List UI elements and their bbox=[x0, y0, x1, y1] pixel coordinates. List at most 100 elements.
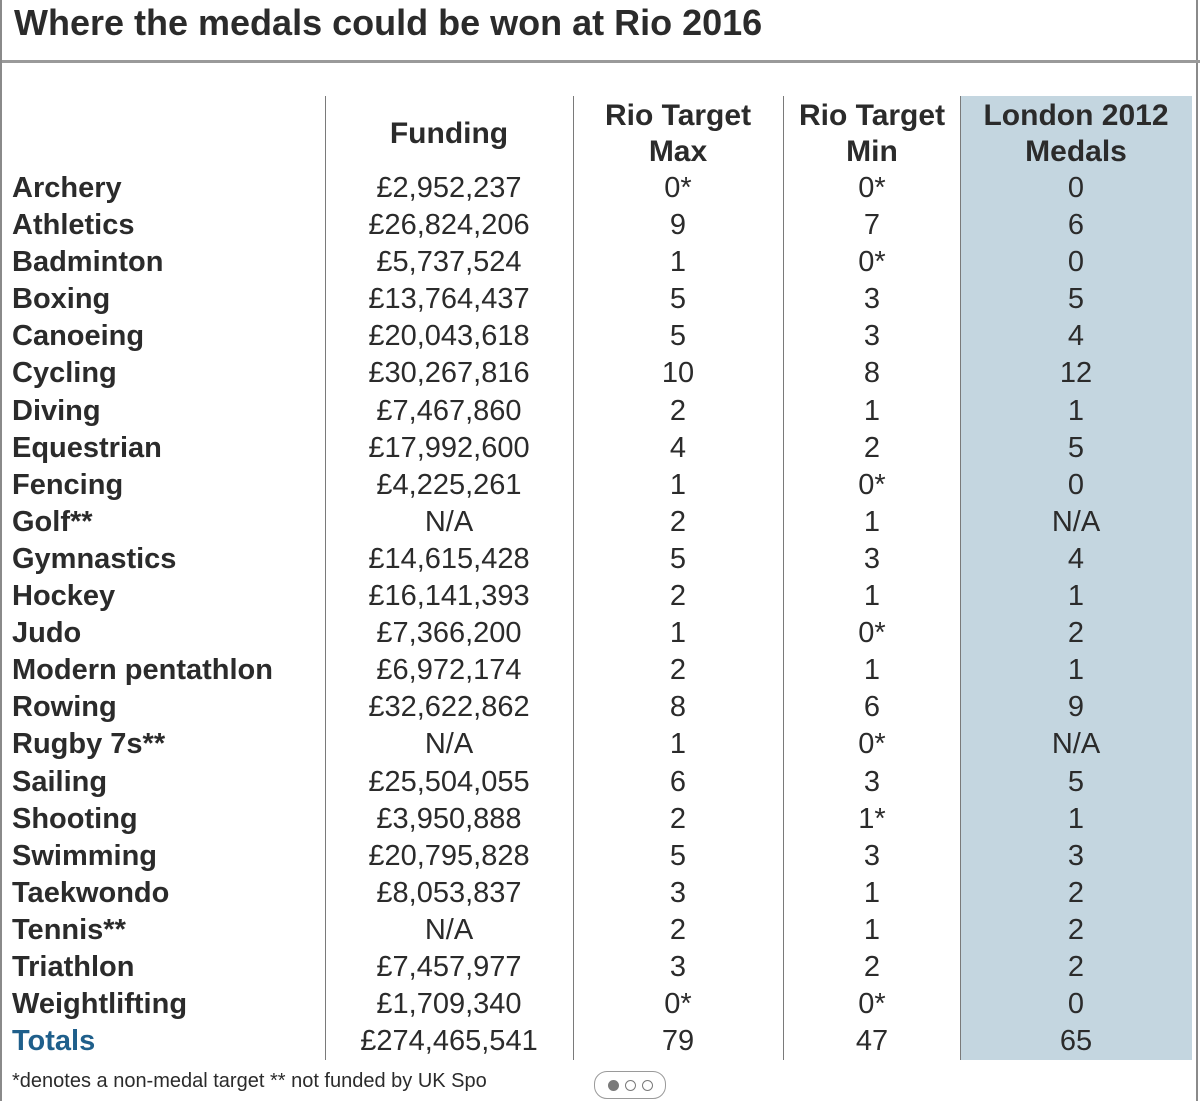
rio-min-value: 3 bbox=[863, 320, 881, 353]
table-row: Rugby 7s** N/A 1 0* N/A bbox=[2, 726, 1200, 763]
rio-max-value: 1 bbox=[669, 468, 687, 501]
sport-name: Judo bbox=[12, 617, 82, 650]
funding-value: £32,622,862 bbox=[368, 691, 530, 724]
pager-dot-icon[interactable] bbox=[624, 1079, 636, 1091]
table-row: Gymnastics £14,615,428 5 3 4 bbox=[2, 541, 1200, 578]
sport-name: Hockey bbox=[12, 580, 116, 613]
table-row: Weightlifting £1,709,340 0* 0* 0 bbox=[2, 986, 1200, 1023]
london-medals-value: 1 bbox=[1067, 580, 1085, 613]
page-title: Where the medals could be won at Rio 201… bbox=[14, 2, 763, 43]
table-row: Canoeing £20,043,618 5 3 4 bbox=[2, 318, 1200, 355]
totals-rio-max: 79 bbox=[661, 1025, 695, 1058]
london-medals-value: N/A bbox=[1051, 728, 1101, 761]
sport-name: Shooting bbox=[12, 802, 138, 835]
rio-min-value: 1 bbox=[863, 505, 881, 538]
rio-max-value: 9 bbox=[669, 209, 687, 242]
london-medals-value: 1 bbox=[1067, 394, 1085, 427]
london-medals-value: 4 bbox=[1067, 320, 1085, 353]
rio-max-value: 5 bbox=[669, 542, 687, 575]
funding-value: £13,764,437 bbox=[368, 283, 530, 316]
funding-value: £25,504,055 bbox=[368, 765, 530, 798]
london-medals-value: 5 bbox=[1067, 765, 1085, 798]
london-medals-value: 3 bbox=[1067, 839, 1085, 872]
pager-dot-active-icon[interactable] bbox=[607, 1079, 619, 1091]
sport-name: Modern pentathlon bbox=[12, 654, 273, 687]
table-row: Rowing £32,622,862 8 6 9 bbox=[2, 689, 1200, 726]
table-row: Swimming £20,795,828 5 3 3 bbox=[2, 838, 1200, 875]
rio-max-value: 4 bbox=[669, 431, 687, 464]
table-row: Modern pentathlon £6,972,174 2 1 1 bbox=[2, 652, 1200, 689]
rio-max-value: 1 bbox=[669, 728, 687, 761]
london-medals-value: 12 bbox=[1059, 357, 1093, 390]
header-rio-max-line1: Rio Target bbox=[604, 99, 752, 132]
sport-name: Cycling bbox=[12, 357, 117, 390]
london-medals-value: 5 bbox=[1067, 283, 1085, 316]
london-medals-value: 9 bbox=[1067, 691, 1085, 724]
rio-min-value: 1 bbox=[863, 654, 881, 687]
rio-max-value: 2 bbox=[669, 394, 687, 427]
rio-max-value: 5 bbox=[669, 839, 687, 872]
totals-label: Totals bbox=[12, 1025, 96, 1058]
sport-name: Archery bbox=[12, 172, 122, 204]
sport-name: Fencing bbox=[12, 468, 124, 501]
rio-max-value: 0* bbox=[664, 988, 692, 1021]
header-london: London 2012 Medals bbox=[960, 96, 1192, 172]
funding-value: £7,457,977 bbox=[376, 950, 522, 983]
column-divider-funding bbox=[325, 96, 326, 1060]
london-medals-value: 2 bbox=[1067, 876, 1085, 909]
london-medals-value: 0 bbox=[1067, 988, 1085, 1021]
table-row: Cycling £30,267,816 10 8 12 bbox=[2, 355, 1200, 392]
rio-max-value: 3 bbox=[669, 876, 687, 909]
london-medals-value: 5 bbox=[1067, 431, 1085, 464]
rio-min-value: 3 bbox=[863, 839, 881, 872]
table-row: Archery £2,952,237 0* 0* 0 bbox=[2, 170, 1200, 207]
table-row: Sailing £25,504,055 6 3 5 bbox=[2, 764, 1200, 801]
rio-min-value: 1* bbox=[858, 802, 886, 835]
funding-value: £26,824,206 bbox=[368, 209, 530, 242]
table-row: Fencing £4,225,261 1 0* 0 bbox=[2, 467, 1200, 504]
rio-max-value: 8 bbox=[669, 691, 687, 724]
rio-max-value: 6 bbox=[669, 765, 687, 798]
sport-name: Canoeing bbox=[12, 320, 145, 353]
table-row: Taekwondo £8,053,837 3 1 2 bbox=[2, 875, 1200, 912]
funding-value: £4,225,261 bbox=[376, 468, 522, 501]
funding-value: N/A bbox=[424, 913, 474, 946]
london-medals-value: 0 bbox=[1067, 468, 1085, 501]
funding-value: £20,795,828 bbox=[368, 839, 530, 872]
rio-min-value: 3 bbox=[863, 283, 881, 316]
column-divider-rio-min bbox=[783, 96, 784, 1060]
funding-value: N/A bbox=[424, 728, 474, 761]
table-row: Triathlon £7,457,977 3 2 2 bbox=[2, 949, 1200, 986]
sport-name: Diving bbox=[12, 394, 101, 427]
sport-name: Swimming bbox=[12, 839, 158, 872]
header-london-line1: London 2012 bbox=[983, 99, 1169, 132]
rio-min-value: 1 bbox=[863, 876, 881, 909]
rio-max-value: 1 bbox=[669, 246, 687, 279]
rio-max-value: 2 bbox=[669, 580, 687, 613]
medal-table: Archery £2,952,237 0* 0* 0 Athletics £26,824,… bbox=[2, 170, 1200, 1060]
table-row: Golf** N/A 2 1 N/A bbox=[2, 504, 1200, 541]
header-funding-label: Funding bbox=[389, 117, 509, 150]
rio-max-value: 2 bbox=[669, 913, 687, 946]
table-row: Diving £7,467,860 2 1 1 bbox=[2, 393, 1200, 430]
table-row: Judo £7,366,200 1 0* 2 bbox=[2, 615, 1200, 652]
rio-max-value: 2 bbox=[669, 654, 687, 687]
carousel-pager[interactable] bbox=[594, 1071, 666, 1099]
london-medals-value: N/A bbox=[1051, 505, 1101, 538]
funding-value: £5,737,524 bbox=[376, 246, 522, 279]
header-rio-min-line2: Min bbox=[846, 135, 898, 168]
header-rio-min-line1: Rio Target bbox=[798, 99, 946, 132]
rio-min-value: 8 bbox=[863, 357, 881, 390]
london-medals-value: 1 bbox=[1067, 802, 1085, 835]
table-row: Boxing £13,764,437 5 3 5 bbox=[2, 281, 1200, 318]
sport-name: Boxing bbox=[12, 283, 111, 316]
rio-min-value: 0* bbox=[858, 468, 886, 501]
totals-london: 65 bbox=[1059, 1025, 1093, 1058]
rio-min-value: 1 bbox=[863, 394, 881, 427]
rio-max-value: 5 bbox=[669, 320, 687, 353]
pager-dot-icon[interactable] bbox=[641, 1079, 653, 1091]
header-funding: Funding bbox=[325, 96, 573, 172]
rio-max-value: 1 bbox=[669, 617, 687, 650]
funding-value: £3,950,888 bbox=[376, 802, 522, 835]
